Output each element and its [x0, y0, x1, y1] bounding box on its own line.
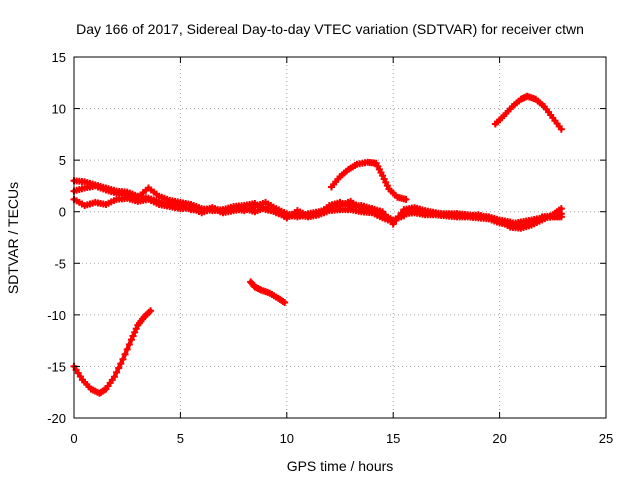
- data-point-marker: [117, 360, 125, 368]
- data-point-marker: [557, 125, 565, 133]
- data-point-marker: [389, 220, 397, 228]
- data-series: [70, 92, 565, 397]
- series-cluster-c: [70, 182, 565, 232]
- data-point-marker: [129, 332, 137, 340]
- x-tick-label: 0: [70, 431, 77, 446]
- plot-frame: [73, 56, 607, 419]
- series-arc-3: [327, 158, 410, 203]
- x-tick-label: 20: [492, 431, 506, 446]
- data-point-marker: [131, 328, 139, 336]
- y-tick-label: -10: [47, 308, 66, 323]
- data-point-marker: [119, 355, 127, 363]
- data-point-marker: [125, 341, 133, 349]
- y-tick-label: -5: [54, 256, 66, 271]
- x-tick-label: 10: [280, 431, 294, 446]
- data-point-marker: [132, 325, 140, 333]
- x-tick-label: 5: [177, 431, 184, 446]
- series-arc-2: [247, 278, 289, 306]
- y-tick-label: 5: [59, 153, 66, 168]
- y-axis-label: SDTVAR / TECUs: [5, 182, 21, 294]
- data-point-marker: [115, 364, 123, 372]
- series-arc-4: [491, 92, 565, 133]
- axis-ticks: 0 5 10 15 20 25 -20 -15 -10 -5 0 5 10 15: [47, 50, 613, 446]
- data-point-marker: [127, 336, 135, 344]
- data-point-marker: [392, 216, 400, 224]
- y-tick-label: 0: [59, 205, 66, 220]
- data-point-marker: [397, 209, 405, 217]
- data-point-marker: [147, 307, 155, 315]
- data-point-marker: [402, 195, 410, 203]
- data-point-marker: [110, 373, 118, 381]
- y-tick-label: -15: [47, 359, 66, 374]
- series-arc-1: [70, 307, 155, 397]
- x-axis-label: GPS time / hours: [287, 458, 394, 474]
- data-point-marker: [113, 368, 121, 376]
- data-point-marker: [281, 298, 289, 306]
- data-point-marker: [121, 350, 129, 358]
- y-tick-label: 15: [52, 50, 66, 65]
- y-tick-label: 10: [52, 102, 66, 117]
- x-tick-label: 25: [599, 431, 613, 446]
- data-point-marker: [557, 213, 565, 221]
- data-point-marker: [557, 205, 565, 213]
- data-point-marker: [123, 345, 131, 353]
- y-tick-label: -20: [47, 411, 66, 426]
- chart-title: Day 166 of 2017, Sidereal Day-to-day VTE…: [76, 21, 584, 37]
- data-point-marker: [395, 213, 403, 221]
- x-tick-label: 15: [386, 431, 400, 446]
- grid: [74, 57, 606, 418]
